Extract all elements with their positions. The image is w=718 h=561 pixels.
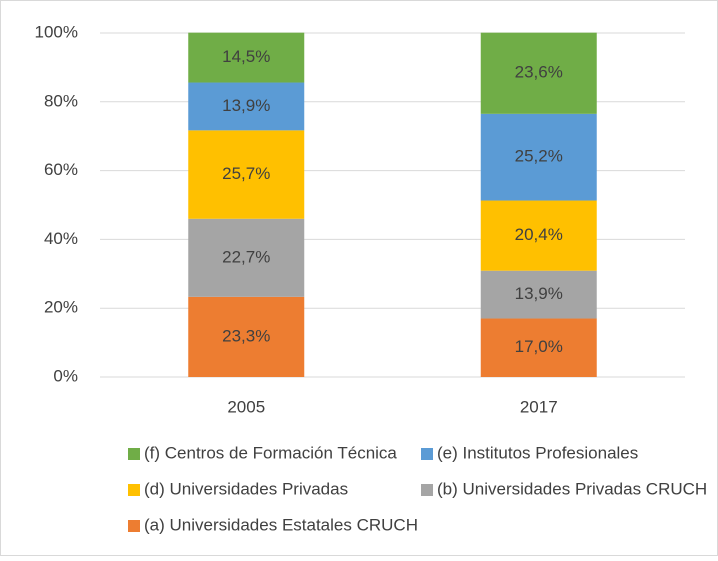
y-tick-label: 80% [44, 91, 78, 110]
bar-segment [480, 113, 597, 201]
data-label: 20,4% [515, 225, 563, 244]
y-tick-label: 60% [44, 160, 78, 179]
data-label: 17,0% [515, 337, 563, 356]
data-label: 22,7% [222, 247, 270, 266]
legend-label: (b) Universidades Privadas CRUCH [437, 479, 707, 498]
x-tick-label: 2005 [227, 397, 265, 416]
data-label: 25,2% [515, 147, 563, 166]
x-tick-label: 2017 [520, 397, 558, 416]
y-tick-label: 20% [44, 298, 78, 317]
y-tick-label: 40% [44, 229, 78, 248]
bar-segment [188, 82, 305, 131]
data-label: 25,7% [222, 164, 270, 183]
legend-label: (f) Centros de Formación Técnica [144, 443, 397, 462]
legend-swatch [128, 448, 140, 460]
bar-segment [480, 32, 597, 114]
bar-segment [188, 130, 305, 219]
legend-swatch [128, 520, 140, 532]
y-tick-label: 100% [35, 22, 78, 41]
bar-segment [480, 318, 597, 377]
bar-segment [188, 218, 305, 297]
bar-segment [480, 270, 597, 319]
legend-label: (a) Universidades Estatales CRUCH [144, 515, 418, 534]
bar-segment [480, 200, 597, 271]
data-label: 23,3% [222, 326, 270, 345]
data-label: 14,5% [222, 47, 270, 66]
data-label: 23,6% [515, 63, 563, 82]
data-label: 13,9% [515, 284, 563, 303]
legend-label: (d) Universidades Privadas [144, 479, 348, 498]
legend-label: (e) Institutos Profesionales [437, 443, 638, 462]
legend-swatch [421, 448, 433, 460]
legend-swatch [421, 484, 433, 496]
bar-segment [188, 32, 305, 83]
legend-swatch [128, 484, 140, 496]
bar-segment [188, 296, 305, 377]
data-label: 13,9% [222, 96, 270, 115]
y-tick-label: 0% [53, 366, 78, 385]
